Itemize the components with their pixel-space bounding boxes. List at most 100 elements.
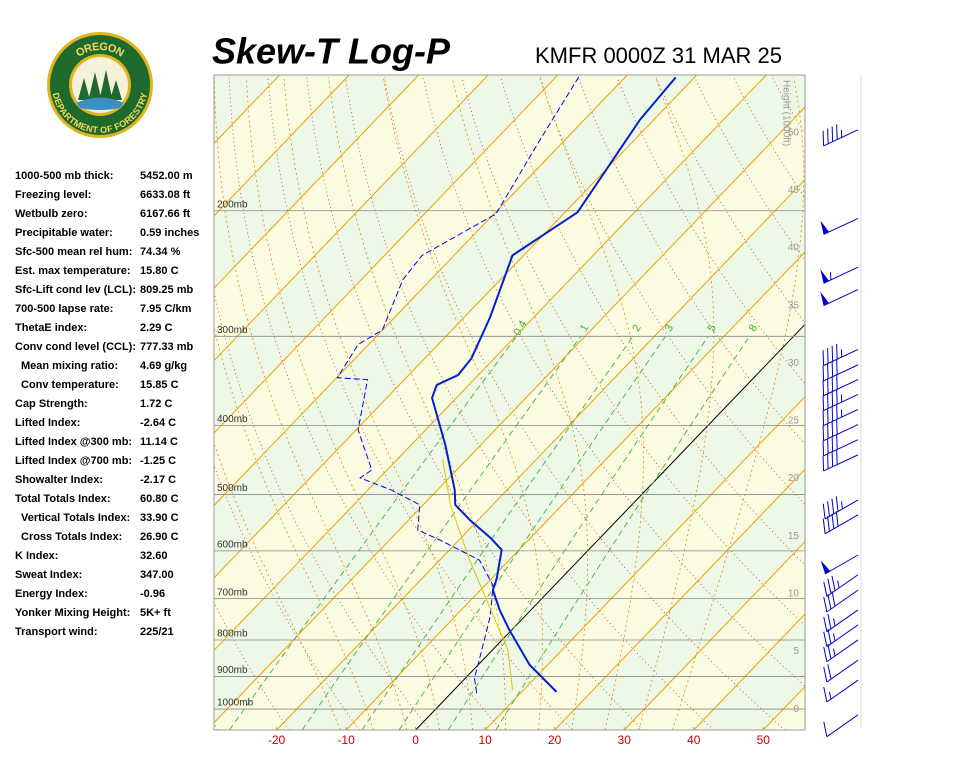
index-value: 1.72 C	[140, 398, 172, 410]
barb-feather	[823, 581, 828, 597]
index-label: Showalter Index:	[15, 474, 103, 486]
logo-top-text-path: OREGON	[74, 41, 126, 60]
index-value: 347.00	[140, 569, 174, 581]
wind-barb	[822, 434, 859, 457]
barb-pennant	[820, 560, 831, 574]
index-label: Est. max temperature:	[15, 265, 131, 277]
mixing-ratio-label: 3	[663, 323, 676, 334]
barb-feather	[827, 516, 830, 532]
sounding-line	[336, 75, 581, 694]
index-value: 6167.66 ft	[140, 208, 190, 220]
index-label: Cross Totals Index:	[21, 531, 122, 543]
dry-adiabat	[383, 77, 786, 730]
height-tick-label: 45	[788, 185, 800, 196]
mixing-ratio-label: 8	[747, 323, 760, 334]
index-value: -2.17 C	[140, 474, 176, 486]
logo: OREGON DEPARTMENT OF FORESTRY	[47, 32, 153, 138]
isotherm	[214, 75, 767, 652]
barb-half-feather	[833, 648, 836, 657]
barb-feather	[822, 518, 826, 534]
barb-shaft	[826, 714, 859, 738]
moist-adiabat	[246, 77, 441, 730]
barb-shaft	[826, 624, 859, 648]
barb-feather	[823, 631, 828, 647]
wind-barb	[823, 714, 859, 738]
index-label: Lifted Index @300 mb:	[15, 436, 132, 448]
index-value: 33.90 C	[140, 512, 179, 524]
isotherm	[214, 75, 350, 217]
barb-feather	[823, 646, 828, 662]
wind-barb	[823, 589, 859, 613]
isotherm	[693, 613, 805, 730]
isotherm	[554, 468, 805, 730]
barb-feather	[835, 511, 839, 527]
mixing-ratio-line	[495, 336, 750, 730]
x-tick-label: 20	[548, 733, 562, 747]
barb-feather	[831, 591, 836, 607]
barb-feather	[827, 643, 832, 659]
mixing-ratio-label: 1	[578, 323, 591, 334]
index-label: Total Totals Index:	[15, 493, 111, 505]
barb-feather	[822, 503, 826, 520]
index-label: Vertical Totals Index:	[21, 512, 130, 524]
barb-shaft	[823, 394, 859, 411]
moist-adiabat	[540, 77, 644, 730]
barb-shaft	[826, 589, 859, 613]
index-label: Sfc-500 mean rel hum:	[15, 246, 132, 258]
barb-shaft	[823, 266, 859, 284]
height-tick-label: 40	[788, 243, 800, 254]
isotherm	[214, 75, 489, 362]
index-label: Conv cond level (CCL):	[15, 341, 136, 353]
isotherm	[276, 178, 805, 730]
isotherm	[345, 251, 805, 730]
mixing-ratio-label: 5	[705, 323, 718, 334]
dry-adiabat	[422, 77, 805, 687]
height-tick-label: 5	[793, 646, 799, 657]
wind-barb	[822, 343, 859, 366]
mixing-ratio-line	[228, 336, 517, 730]
wind-barb	[823, 624, 859, 648]
profiles	[336, 75, 677, 694]
barb-feather	[823, 616, 828, 632]
barb-shaft	[824, 514, 859, 535]
logo-water	[76, 97, 124, 110]
index-label: Sfc-Lift cond lev (LCL):	[15, 284, 136, 296]
barb-pennant	[820, 291, 829, 306]
isotherm	[214, 75, 559, 434]
wind-barb	[823, 679, 859, 703]
index-value: 2.29 C	[140, 322, 172, 334]
index-value: 4.69 g/kg	[140, 360, 187, 372]
barb-shaft	[823, 439, 859, 457]
dry-adiabat	[927, 77, 960, 730]
mixing-ratio-line	[447, 336, 709, 730]
barb-shaft	[826, 639, 859, 663]
index-value: 11.14 C	[140, 436, 178, 448]
barb-shaft	[824, 554, 859, 575]
y-tick-label: 700mb	[217, 587, 248, 598]
title: Skew-T Log-P	[212, 31, 451, 72]
index-value: 15.85 C	[140, 379, 179, 391]
wind-barb	[820, 289, 859, 307]
wind-barb	[823, 659, 859, 683]
height-tick-label: 30	[788, 358, 800, 369]
isotherm-band	[214, 75, 805, 723]
index-label: Energy Index:	[15, 588, 88, 600]
index-label: Lifted Index:	[15, 417, 80, 429]
height-tick-label: 50	[788, 127, 800, 138]
index-value: -1.25 C	[140, 455, 176, 467]
barb-pennant	[820, 269, 829, 284]
isotherm	[415, 323, 805, 730]
y-tick-label: 600mb	[217, 540, 248, 551]
height-tick-label: 20	[788, 473, 800, 484]
x-tick-label: -10	[337, 733, 355, 747]
isotherm-band	[214, 107, 805, 730]
barb-shaft	[826, 679, 859, 703]
barb-feather	[835, 496, 839, 512]
isotherm	[833, 75, 960, 730]
wind-barb	[822, 124, 859, 147]
y-tick-label: 1000mb	[217, 698, 254, 709]
mixing-ratio-line	[361, 336, 634, 730]
height-tick-label: 15	[788, 531, 800, 542]
barb-half-feather	[841, 501, 843, 510]
